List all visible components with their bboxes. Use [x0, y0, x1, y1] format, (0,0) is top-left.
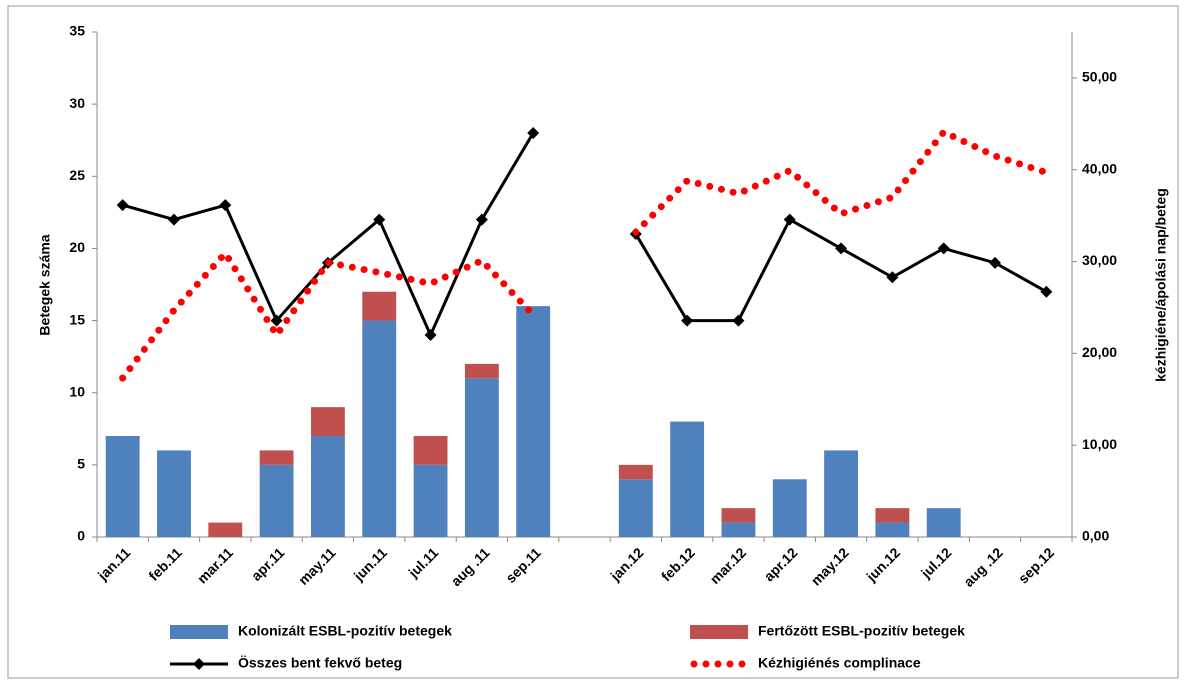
- legend-label: Fertőzött ESBL-pozitív betegek: [758, 623, 965, 639]
- bar: [824, 450, 859, 537]
- line-marker: [219, 199, 232, 212]
- bar: [259, 450, 294, 465]
- bar: [721, 522, 756, 537]
- y-tick-label: 10: [69, 383, 85, 399]
- x-tick-label: apr.12: [761, 544, 801, 584]
- bar: [464, 363, 499, 379]
- bar: [516, 306, 551, 537]
- bar: [618, 464, 653, 480]
- x-tick-label: feb.12: [658, 544, 698, 584]
- bar: [362, 320, 397, 537]
- x-tick-label: jul.11: [405, 544, 442, 581]
- x-tick-label: jun.12: [862, 544, 903, 585]
- bar: [875, 508, 910, 523]
- x-tick-label: mar.12: [706, 544, 749, 587]
- y2-tick-label: 30,00: [1082, 252, 1117, 268]
- chart-border: [7, 5, 1179, 679]
- line-marker: [835, 242, 848, 255]
- bar: [208, 522, 243, 537]
- x-tick-label: aug .12: [960, 544, 1006, 590]
- y-axis-title: Betegek száma: [37, 234, 53, 335]
- y-tick-label: 5: [77, 456, 85, 472]
- y2-tick-label: 0,00: [1082, 528, 1109, 544]
- line-marker: [732, 314, 745, 327]
- y2-tick-label: 10,00: [1082, 436, 1117, 452]
- x-tick-label: may.11: [295, 544, 339, 588]
- y-tick-label: 20: [69, 239, 85, 255]
- line-marker: [783, 213, 796, 226]
- bar: [259, 464, 294, 537]
- x-tick-label: apr.11: [248, 544, 288, 584]
- x-tick-label: jan.12: [606, 544, 646, 584]
- line-marker: [270, 314, 283, 327]
- line-series: [119, 127, 1050, 382]
- x-tick-label: jun.11: [350, 544, 390, 584]
- y-tick-label: 0: [77, 528, 85, 544]
- y2-tick-label: 20,00: [1082, 344, 1117, 360]
- line-marker: [527, 127, 540, 139]
- x-tick-label: jan.11: [94, 544, 134, 584]
- bar: [310, 407, 345, 436]
- bar: [772, 479, 807, 537]
- y2-tick-label: 50,00: [1082, 69, 1117, 85]
- line-marker: [116, 199, 129, 212]
- x-tick-label: feb.11: [145, 544, 185, 584]
- bar: [413, 436, 448, 465]
- line-marker: [989, 256, 1002, 269]
- y-tick-label: 25: [69, 167, 85, 183]
- legend-label: Összes bent fekvő beteg: [238, 655, 402, 671]
- x-tick-label: mar.11: [194, 544, 236, 586]
- legend-swatch: [690, 625, 748, 639]
- bar: [875, 522, 910, 537]
- legend-label: Kolonizált ESBL-pozitív betegek: [238, 623, 452, 639]
- legend-marker: [193, 658, 205, 670]
- bar: [721, 508, 756, 523]
- x-tick-label: aug .11: [448, 544, 493, 589]
- line-marker: [373, 213, 386, 226]
- bar: [413, 464, 448, 537]
- bar: [464, 378, 499, 537]
- bar: [670, 421, 705, 537]
- legend-swatch: [170, 625, 228, 639]
- bar: [310, 436, 345, 537]
- x-tick-label: sep.11: [502, 544, 544, 586]
- bar: [362, 291, 397, 321]
- y-tick-label: 35: [69, 23, 85, 39]
- line-marker: [937, 242, 950, 255]
- line-marker: [681, 314, 694, 327]
- line-series: [122, 132, 1048, 339]
- line-marker: [167, 213, 180, 226]
- bar: [105, 436, 140, 537]
- x-tick-label: jul.12: [917, 544, 954, 581]
- y-tick-label: 30: [69, 95, 85, 111]
- x-tick-label: sep.12: [1015, 544, 1057, 586]
- line-marker: [424, 329, 437, 341]
- y-tick-label: 15: [69, 311, 85, 327]
- bar: [618, 479, 653, 537]
- line-marker: [475, 213, 488, 226]
- legend-label: Kézhigiénés complinace: [758, 655, 921, 671]
- y2-axis-title: kézhigiéne/ápolási nap/beteg: [1153, 188, 1169, 382]
- y2-tick-label: 40,00: [1082, 160, 1117, 176]
- line-marker: [1040, 285, 1053, 298]
- x-tick-label: may.12: [808, 544, 852, 588]
- bar: [926, 508, 961, 537]
- bar: [157, 450, 191, 537]
- line-marker: [886, 271, 899, 284]
